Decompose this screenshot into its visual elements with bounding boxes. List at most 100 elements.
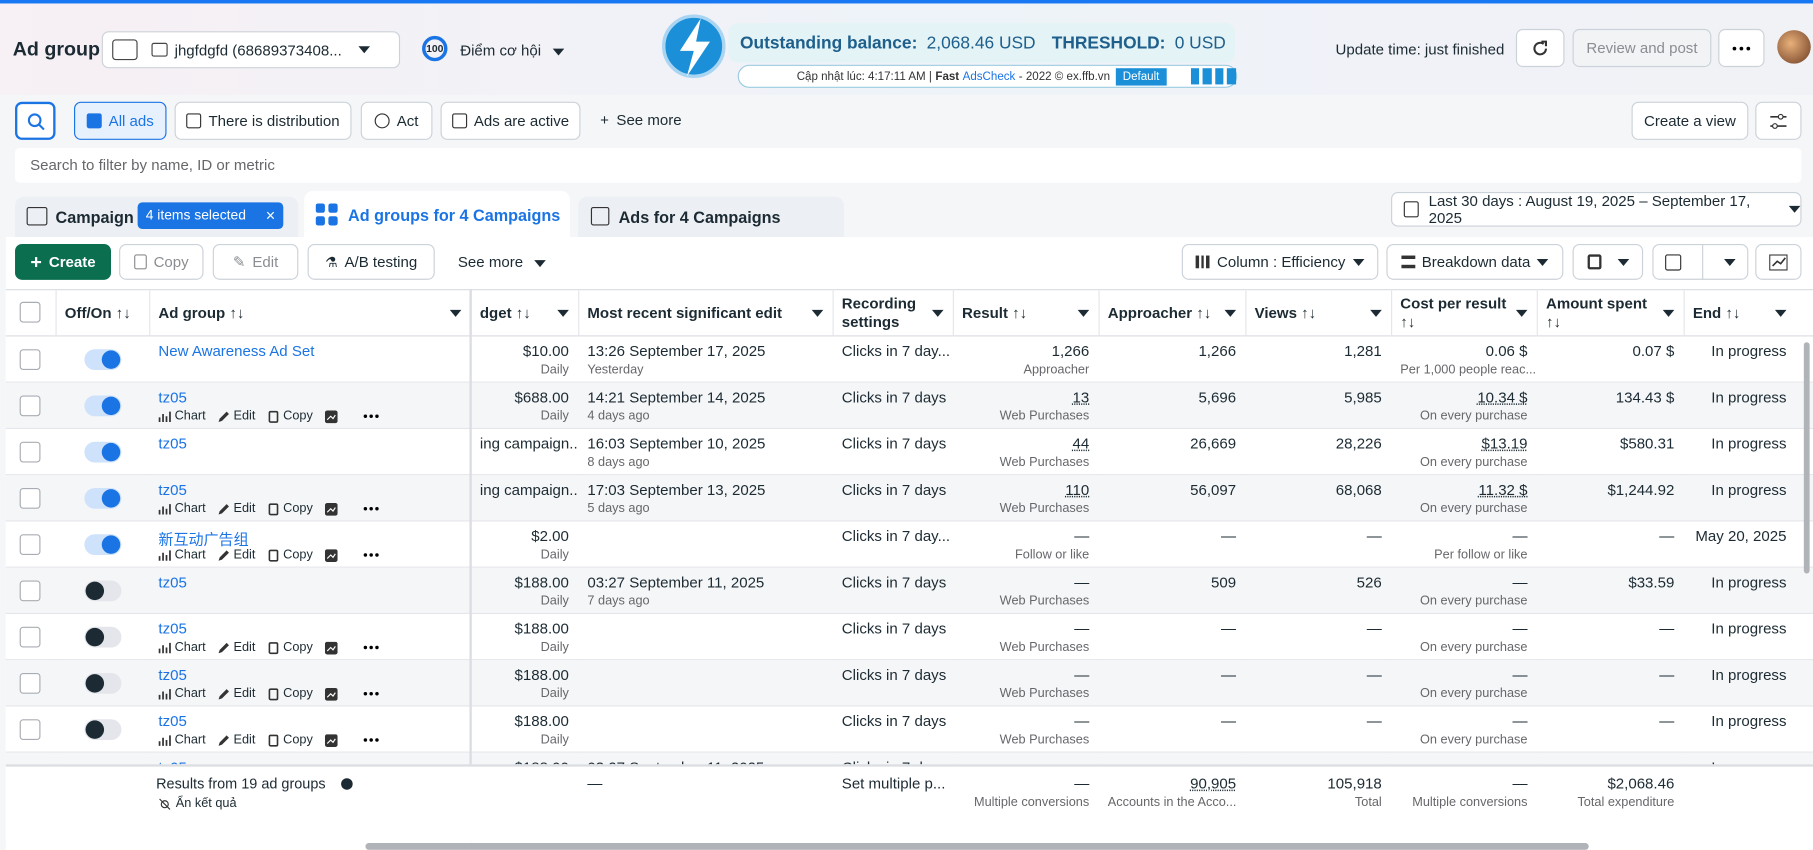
toggle[interactable]	[84, 441, 122, 463]
row-action[interactable]: Edit	[217, 548, 255, 562]
ad-group-name[interactable]: tz05	[158, 712, 187, 730]
search-button[interactable]	[15, 101, 56, 140]
row-action-more[interactable]	[363, 645, 379, 650]
row-action[interactable]: Chart	[158, 733, 206, 747]
hide-results[interactable]: Ẩn kết quả	[158, 797, 237, 811]
row-action-more[interactable]	[363, 414, 379, 419]
columns-button[interactable]: Column : Efficiency	[1181, 243, 1379, 280]
view-settings[interactable]	[1755, 101, 1802, 140]
row-action[interactable]: Copy	[267, 641, 313, 654]
column-header[interactable]: Off/On ↑↓	[64, 304, 131, 322]
checkbox[interactable]	[19, 626, 41, 648]
row-action[interactable]: Copy	[267, 548, 313, 562]
toggle[interactable]	[84, 349, 122, 371]
ad-group-name[interactable]: tz05	[158, 619, 187, 638]
chip-close[interactable]: ×	[265, 205, 276, 225]
row-action[interactable]: Chart	[158, 409, 206, 423]
row-action-icon[interactable]	[324, 733, 338, 747]
row-action-icon[interactable]	[324, 641, 338, 654]
ext-profile[interactable]: Default	[1115, 67, 1167, 85]
row-action[interactable]: Copy	[267, 502, 313, 516]
toolbar-see-more[interactable]: See more	[458, 253, 546, 271]
column-header[interactable]: Cost per result ↑↓	[1400, 294, 1507, 331]
search-input[interactable]: Search to filter by name, ID or metric	[15, 148, 1802, 183]
column-header[interactable]: Most recent significant edit	[587, 304, 783, 322]
checkbox[interactable]	[19, 441, 41, 463]
review-button[interactable]: Review and post	[1572, 28, 1712, 68]
checkbox[interactable]	[19, 301, 41, 323]
ext-icon[interactable]	[1190, 68, 1200, 85]
row-action-icon[interactable]	[324, 502, 338, 516]
create-button[interactable]: + Create	[15, 243, 112, 280]
row-action[interactable]: Edit	[217, 733, 255, 747]
checkbox[interactable]	[19, 672, 41, 694]
column-header[interactable]: Amount spent ↑↓	[1545, 294, 1648, 331]
row-action[interactable]: Copy	[267, 733, 313, 747]
row-action-more[interactable]	[363, 553, 379, 558]
row-action[interactable]: Chart	[158, 548, 206, 562]
row-action-icon[interactable]	[324, 409, 338, 423]
ext-icon[interactable]	[1202, 68, 1212, 85]
row-action[interactable]: Edit	[217, 687, 255, 701]
checkbox[interactable]	[19, 719, 41, 741]
ab-button[interactable]: ⚗ A/B testing	[307, 243, 435, 280]
filter-button[interactable]: Act	[360, 101, 433, 140]
row-action-more[interactable]	[363, 738, 379, 743]
ad-group-name[interactable]: tz05	[158, 434, 187, 453]
column-header[interactable]: Result ↑↓	[962, 304, 1028, 322]
row-action-icon[interactable]	[324, 548, 338, 562]
column-header[interactable]: Recording settings	[841, 294, 917, 331]
row-action-more[interactable]	[363, 506, 379, 511]
account-selector[interactable]: jhgfdgfd (68689373408...	[101, 31, 401, 69]
ad-group-name[interactable]: tz05	[158, 388, 187, 406]
toggle[interactable]	[84, 580, 122, 602]
ad-group-name[interactable]: New Awareness Ad Set	[158, 342, 315, 360]
row-action[interactable]: Chart	[158, 641, 206, 654]
row-action[interactable]: Edit	[217, 502, 255, 516]
row-action[interactable]: Chart	[158, 687, 206, 701]
row-action[interactable]: Copy	[267, 409, 313, 423]
row-action-icon[interactable]	[324, 687, 338, 701]
chart-button[interactable]	[1755, 243, 1802, 280]
checkbox[interactable]	[19, 395, 41, 417]
row-action-more[interactable]	[363, 691, 379, 696]
toggle[interactable]	[84, 534, 122, 556]
toggle[interactable]	[84, 626, 122, 648]
report-button[interactable]	[1572, 243, 1644, 280]
row-action[interactable]: Edit	[217, 409, 255, 423]
copy-button[interactable]: Copy	[119, 243, 204, 280]
edit-button[interactable]: ✎ Edit	[212, 243, 299, 280]
export-button[interactable]	[1652, 243, 1749, 280]
avatar[interactable]	[1777, 30, 1811, 64]
ad-group-name[interactable]: tz05	[158, 481, 187, 499]
filter-button[interactable]: All ads	[74, 101, 167, 140]
checkbox[interactable]	[19, 487, 41, 509]
selected-chip[interactable]: 4 items selected ×	[137, 202, 284, 229]
column-header[interactable]: End ↑↓	[1692, 304, 1741, 322]
ad-group-name[interactable]: tz05	[158, 666, 187, 684]
breakdown-button[interactable]: Breakdown data	[1386, 243, 1564, 280]
more-button[interactable]	[1718, 28, 1765, 68]
column-header[interactable]: Views ↑↓	[1254, 304, 1317, 322]
checkbox[interactable]	[19, 349, 41, 371]
ext-icon[interactable]	[1215, 68, 1224, 85]
checkbox[interactable]	[19, 534, 41, 556]
toggle[interactable]	[84, 487, 122, 509]
ad-group-name[interactable]: tz05	[158, 573, 187, 591]
adgroups-tab[interactable]	[304, 190, 571, 238]
toggle[interactable]	[84, 395, 122, 417]
ads-tab[interactable]	[578, 196, 845, 238]
row-action[interactable]: Edit	[217, 641, 255, 654]
column-header[interactable]: Ad group ↑↓	[158, 304, 245, 322]
column-header[interactable]: dget ↑↓	[479, 304, 531, 322]
ad-group-name[interactable]: tz05	[149, 759, 470, 765]
filter-button[interactable]: Ads are active	[440, 101, 581, 140]
ext-icon[interactable]	[1227, 68, 1237, 85]
toggle[interactable]	[84, 672, 122, 694]
refresh-button[interactable]	[1515, 28, 1565, 68]
column-header[interactable]: Approacher ↑↓	[1107, 304, 1212, 322]
scrollbar[interactable]	[365, 842, 1589, 850]
row-action[interactable]: Copy	[267, 687, 313, 701]
filter-button[interactable]: There is distribution	[174, 101, 352, 140]
ad-group-name[interactable]: 新互动广告组	[158, 530, 249, 549]
